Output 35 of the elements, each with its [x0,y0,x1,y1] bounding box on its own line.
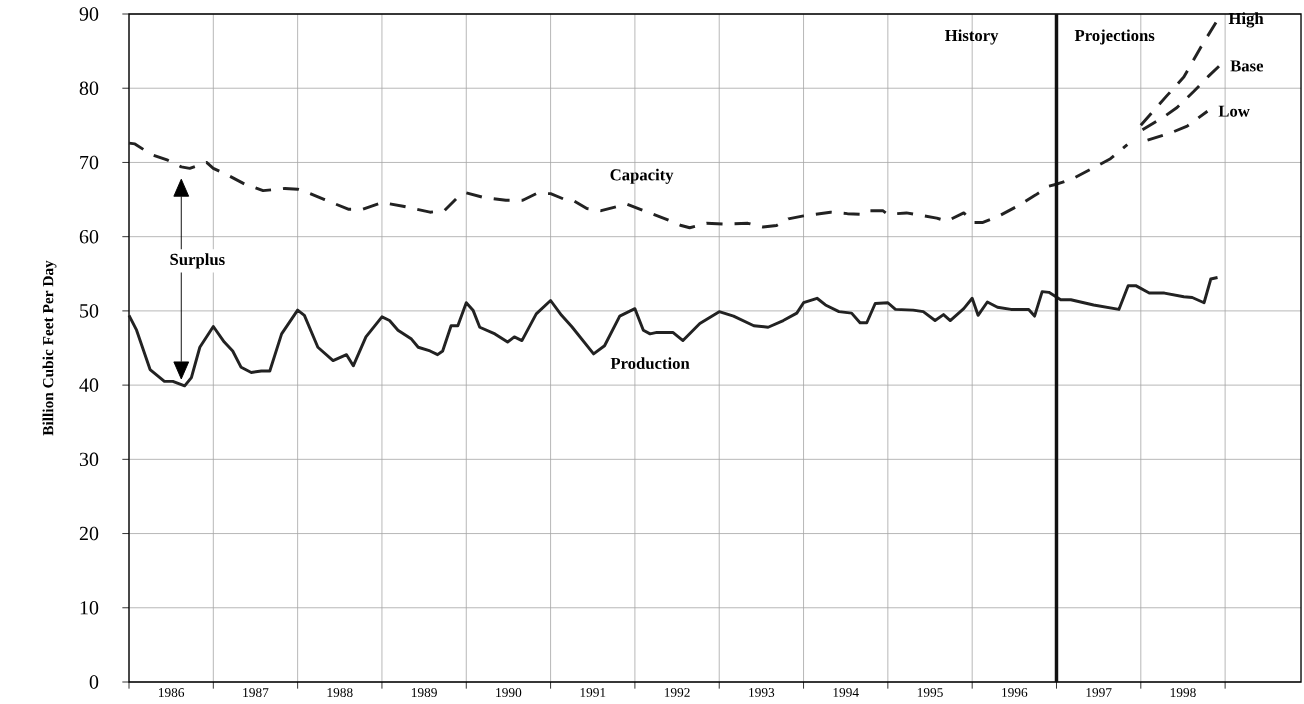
x-tick-label: 1992 [664,688,690,697]
x-tick-label: 1995 [917,688,943,697]
annotation: History [945,29,999,45]
y-tick-label: 50 [80,304,99,318]
y-tick-label: 10 [80,601,99,615]
series-label: Capacity [610,168,674,184]
annotation: Surplus [170,253,225,269]
x-tick-label: 1994 [833,688,859,697]
x-tick-label: 1997 [1086,688,1112,697]
x-tick-label: 1988 [327,688,353,698]
series-label: Base [1230,60,1264,72]
y-axis-title: Billion Cubic Feet Per Day [42,260,57,436]
y-tick-label: 30 [79,452,99,467]
series-label: Low [1218,105,1250,117]
line-series [1146,109,1209,142]
y-tick-label: 20 [79,526,99,541]
x-tick-label: 1989 [411,688,437,698]
x-tick-label: 1993 [749,688,775,697]
x-tick-label: 1998 [1170,688,1196,698]
series-label: High [1228,12,1264,28]
y-tick-label: 40 [79,378,99,392]
y-tick-label: 90 [79,7,99,21]
y-tick-label: 70 [80,155,99,170]
x-tick-label: 1987 [243,688,269,698]
y-tick-label: 0 [89,675,99,689]
x-tick-label: 1990 [496,688,522,698]
x-tick-label: 1986 [159,688,185,698]
line-series [127,276,1220,388]
y-tick-label: 80 [79,81,99,95]
x-tick-label: 1991 [580,688,606,697]
y-tick-label: 60 [79,229,99,244]
annotation: Projections [1074,29,1155,45]
line-series [127,141,1129,230]
x-tick-label: 1996 [1002,688,1028,697]
series-label: Production [610,357,690,370]
